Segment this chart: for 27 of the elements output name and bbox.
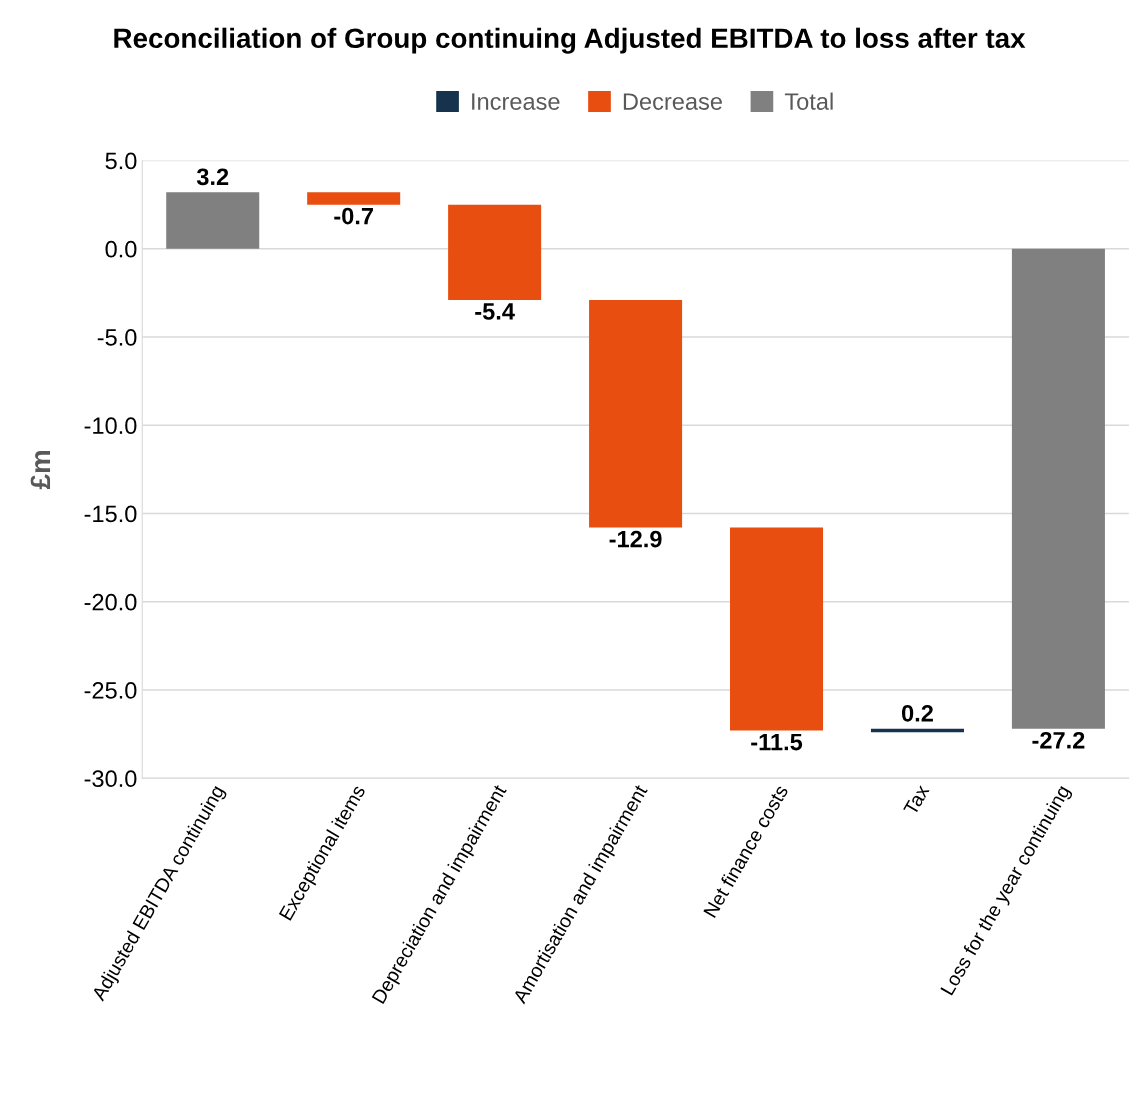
- bar: [307, 192, 401, 205]
- y-tick-label: 0.0: [105, 240, 137, 258]
- bar: [1011, 248, 1105, 729]
- data-label: 3.2: [196, 168, 229, 186]
- y-tick-label: -20.0: [84, 593, 137, 611]
- x-tick-label: Tax: [903, 783, 930, 817]
- y-tick-label: -25.0: [84, 682, 137, 699]
- data-label: -5.4: [475, 303, 515, 320]
- data-label: -11.5: [751, 733, 803, 751]
- legend-label: Total: [784, 92, 833, 110]
- bar: [589, 299, 683, 528]
- bar: [166, 192, 260, 249]
- y-axis-title: £m: [30, 451, 51, 490]
- data-label: -27.2: [1032, 731, 1085, 749]
- data-label: -0.7: [334, 207, 373, 225]
- bar: [730, 527, 824, 731]
- y-tick-label: -10.0: [84, 417, 137, 435]
- y-tick-label: -15.0: [84, 505, 137, 523]
- bar: [448, 204, 542, 300]
- legend-label: Increase: [472, 93, 560, 110]
- chart-title: Reconciliation of Group continuing Adjusted EBITDA to loss after tax: [114, 27, 1026, 54]
- data-label: 0.2: [902, 704, 933, 722]
- y-tick-label: 5.0: [105, 152, 137, 170]
- y-tick-label: -30.0: [84, 770, 137, 788]
- data-label: -12.9: [609, 530, 662, 548]
- y-tick-label: -5.0: [97, 329, 137, 346]
- legend-label: Decrease: [623, 93, 722, 110]
